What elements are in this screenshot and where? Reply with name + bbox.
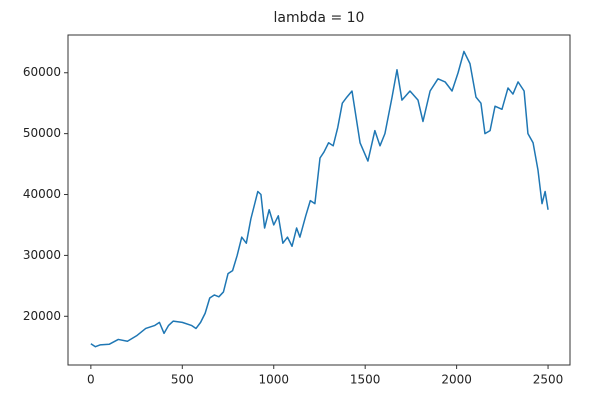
y-tick-label: 50000 (23, 126, 61, 140)
plot-frame (67, 34, 571, 366)
y-tick-label: 30000 (23, 248, 61, 262)
data-line (90, 50, 549, 348)
y-tick-label: 40000 (23, 187, 61, 201)
y-tick-label: 60000 (23, 65, 61, 79)
x-tick-label: 1000 (258, 373, 289, 387)
x-tick-label: 0 (87, 373, 95, 387)
x-tick-label: 1500 (350, 373, 381, 387)
x-tick-label: 500 (171, 373, 194, 387)
chart-title: lambda = 10 (274, 10, 365, 26)
x-tick-label: 2500 (533, 373, 564, 387)
y-tick-label: 20000 (23, 309, 61, 323)
x-tick-label: 2000 (441, 373, 472, 387)
